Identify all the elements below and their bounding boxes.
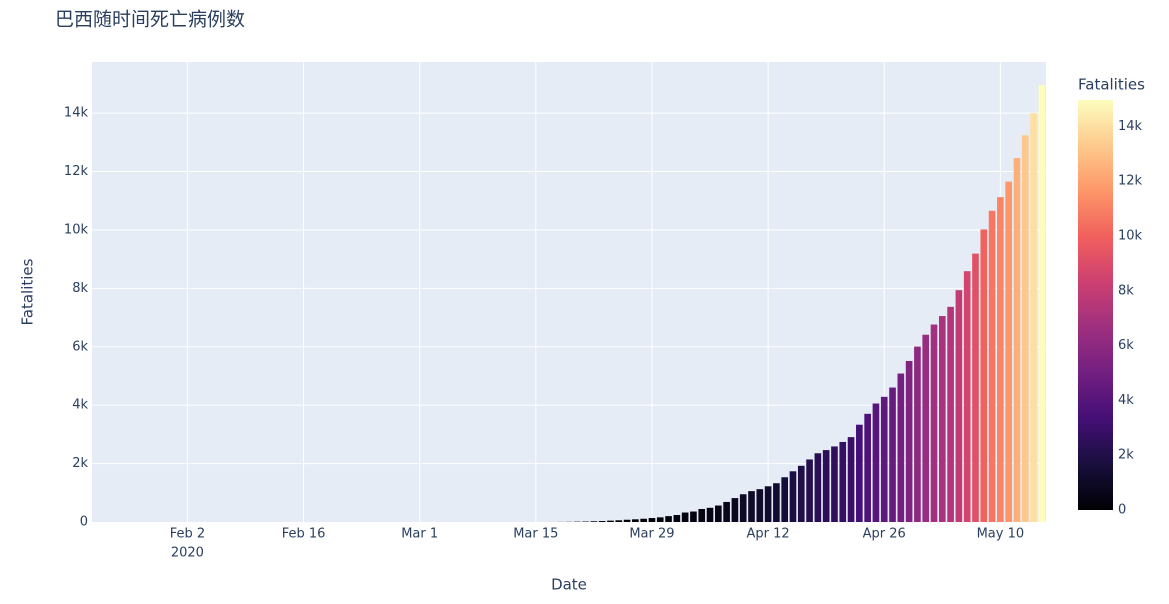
colorbar-tick-label: 10k <box>1118 228 1143 243</box>
bar <box>723 501 730 522</box>
colorbar-tick-label: 14k <box>1118 119 1143 134</box>
bar <box>872 403 880 522</box>
bar <box>623 519 631 522</box>
bar <box>938 316 946 522</box>
bar <box>615 520 623 522</box>
x-tick-year: 2020 <box>171 546 204 561</box>
bar <box>656 517 664 522</box>
bar <box>731 498 739 522</box>
bar <box>773 483 780 522</box>
chart-title: 巴西随时间死亡病例数 <box>55 9 245 31</box>
bar <box>806 459 813 522</box>
bar <box>988 210 996 522</box>
bar <box>864 413 871 522</box>
bar <box>997 197 1004 523</box>
y-tick-label: 2k <box>72 456 88 471</box>
bar <box>980 229 988 522</box>
x-tick-label: Feb 16 <box>282 527 326 542</box>
y-tick-label: 8k <box>72 281 88 296</box>
y-tick-label: 0 <box>80 515 88 530</box>
bar <box>972 253 979 523</box>
y-tick-label: 4k <box>72 398 88 413</box>
bar <box>955 290 963 522</box>
bar <box>756 489 764 522</box>
bar <box>880 396 888 522</box>
y-tick-label: 14k <box>64 106 89 121</box>
bar <box>1030 113 1037 522</box>
bar <box>690 511 697 522</box>
colorbar-tick-label: 8k <box>1118 283 1134 298</box>
bar <box>632 519 639 522</box>
bar <box>681 512 689 522</box>
colorbar-tick-label: 4k <box>1118 393 1134 408</box>
x-tick-label: May 10 <box>977 527 1025 542</box>
y-tick-label: 12k <box>64 164 89 179</box>
y-axis-title: Fatalities <box>19 258 37 325</box>
bar <box>947 306 954 522</box>
x-tick-label: Mar 15 <box>513 527 558 542</box>
bar <box>764 486 772 522</box>
bar <box>922 334 930 522</box>
bar <box>748 491 755 522</box>
bar <box>590 521 598 522</box>
bar <box>640 518 647 522</box>
bar <box>831 446 838 522</box>
colorbar-tick-label: 6k <box>1118 338 1134 353</box>
bar <box>598 521 606 522</box>
bar <box>797 465 805 522</box>
bar <box>814 453 822 522</box>
bar <box>715 505 722 522</box>
colorbar-tick-label: 12k <box>1118 174 1143 189</box>
bar <box>789 471 797 522</box>
colorbar-title: Fatalities <box>1078 76 1145 94</box>
x-tick-label: Apr 26 <box>863 527 906 542</box>
bar <box>897 373 905 522</box>
bar <box>963 271 971 522</box>
x-tick-label: Mar 1 <box>401 527 438 542</box>
bar <box>839 441 847 522</box>
bar <box>673 514 681 522</box>
bar <box>648 518 656 522</box>
y-tick-label: 10k <box>64 222 89 237</box>
x-tick-label: Mar 29 <box>629 527 674 542</box>
colorbar-tick-label: 0 <box>1118 503 1126 518</box>
bar <box>1013 158 1021 522</box>
bar <box>930 324 938 522</box>
y-tick-label: 6k <box>72 339 88 354</box>
bar <box>1005 181 1012 522</box>
bar <box>914 346 921 522</box>
bar <box>889 387 896 522</box>
bar <box>822 450 830 522</box>
x-axis-title: Date <box>551 576 587 594</box>
bar <box>1038 85 1046 523</box>
colorbar <box>1078 100 1113 510</box>
x-tick-label: Apr 12 <box>747 527 790 542</box>
bar <box>1021 135 1029 523</box>
colorbar-tick-label: 2k <box>1118 448 1134 463</box>
bar <box>847 437 855 522</box>
bar <box>607 520 614 522</box>
bar <box>706 507 714 522</box>
bar <box>698 509 706 522</box>
bar <box>739 494 747 522</box>
bar <box>781 477 789 522</box>
bar <box>905 360 913 522</box>
bar <box>665 516 672 522</box>
x-tick-label: Feb 2 <box>170 527 205 542</box>
bar <box>856 424 863 522</box>
